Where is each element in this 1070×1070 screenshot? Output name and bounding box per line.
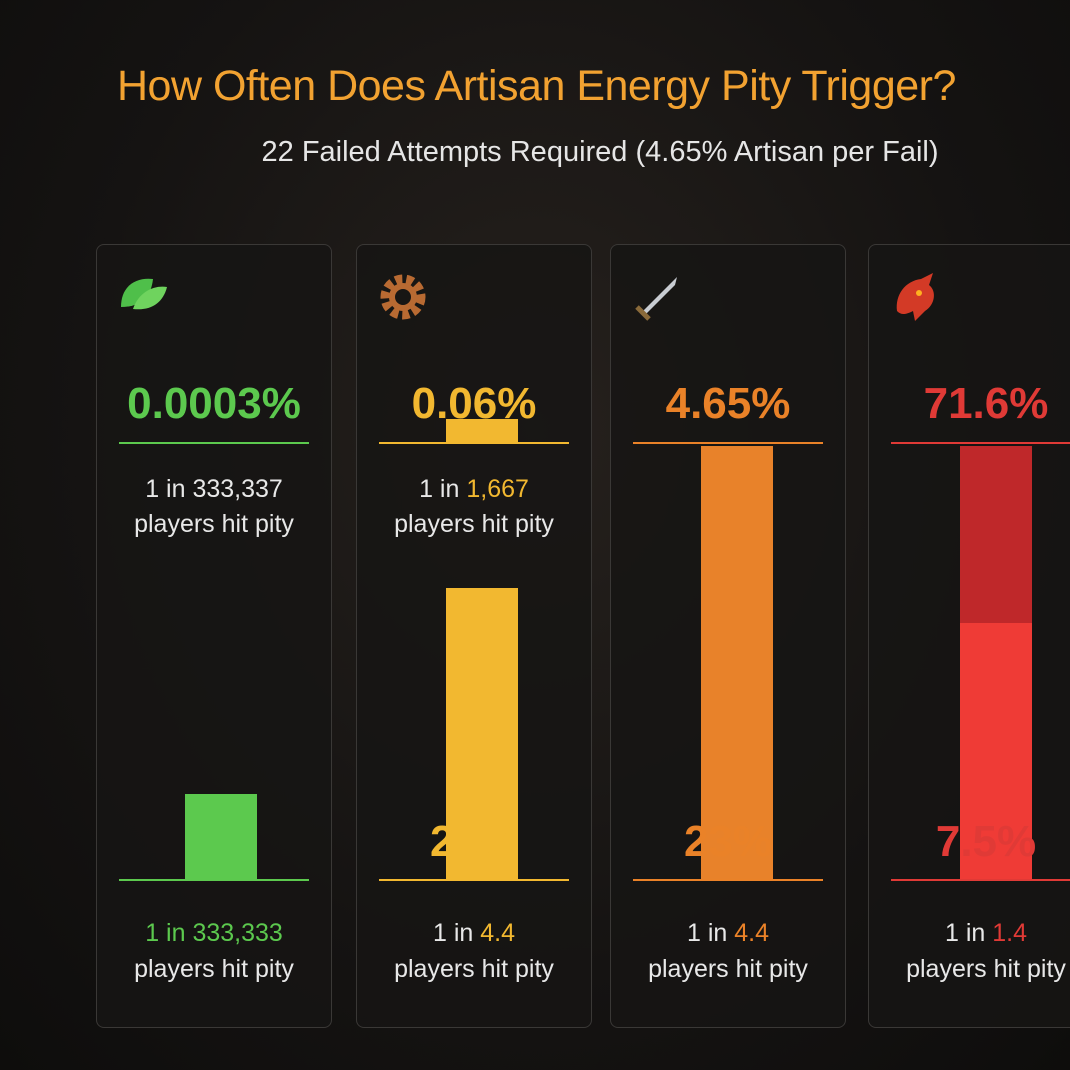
top-divider	[633, 442, 823, 444]
bottom-odds: 1 in 4.4	[357, 919, 591, 948]
card: 71.6% 7.5% 1 in 1.4 players hit pity	[868, 244, 1070, 1028]
bottom-caption: players hit pity	[394, 955, 554, 983]
top-divider	[119, 442, 309, 444]
card-icon	[380, 274, 426, 320]
top-percent: 4.65%	[665, 379, 791, 428]
title: How Often Does Artisan Energy Pity Trigg…	[117, 62, 956, 110]
top-percent: 71.6%	[923, 379, 1049, 428]
top-odds: 1 in 333,337	[97, 475, 331, 504]
top-caption: players hit pity	[394, 510, 554, 538]
odds-prefix: 1 in 333,337	[145, 475, 283, 503]
bottom-divider	[633, 879, 823, 881]
card-icon	[896, 273, 934, 321]
top-percent: 0.06%	[411, 379, 537, 428]
bottom-percent: 25%	[429, 817, 519, 866]
top-caption: players hit pity	[134, 510, 294, 538]
top-odds: 1 in 1,667	[357, 475, 591, 504]
odds-number: 1.4	[992, 919, 1028, 947]
odds-number: 1,667	[466, 475, 529, 503]
bottom-caption: players hit pity	[134, 955, 294, 983]
bottom-percent: 23%	[683, 817, 773, 866]
bottom-odds: 1 in 4.4	[611, 919, 845, 948]
bar	[446, 588, 518, 879]
subtitle: 22 Failed Attempts Required (4.65% Artis…	[261, 136, 939, 168]
bar	[960, 446, 1032, 623]
card: 4.65% 23% 1 in 4.4 players hit pity	[610, 244, 846, 1028]
bar	[701, 446, 773, 879]
odds-prefix: 1 in 333,333	[145, 919, 283, 947]
card: 0.06% 1 in 1,667 players hit pity 25% 1 in 4…	[356, 244, 592, 1028]
odds-prefix: 1 in	[944, 919, 986, 947]
bar	[185, 794, 257, 879]
odds-prefix: 1 in	[686, 919, 728, 947]
odds-number: 4.4	[480, 919, 516, 947]
card: 0.0003% 1 in 333,337 players hit pity 1 in …	[96, 244, 332, 1028]
odds-prefix: 1 in	[432, 919, 474, 947]
bottom-divider	[379, 879, 569, 881]
bottom-odds: 1 in 1.4	[869, 919, 1070, 948]
card-icon	[635, 277, 677, 321]
bottom-percent: 7.5%	[935, 817, 1037, 866]
bottom-caption: players hit pity	[906, 955, 1066, 983]
top-divider	[891, 442, 1070, 444]
bottom-divider	[119, 879, 309, 881]
bar	[960, 623, 1032, 879]
bottom-divider	[891, 879, 1070, 881]
bottom-odds: 1 in 333,333	[97, 919, 331, 948]
card-icon	[121, 278, 167, 310]
bottom-caption: players hit pity	[648, 955, 808, 983]
bar	[446, 419, 518, 442]
top-divider	[379, 442, 569, 444]
odds-prefix: 1 in	[419, 475, 460, 503]
top-percent: 0.0003%	[127, 379, 301, 428]
odds-number: 4.4	[734, 919, 770, 947]
